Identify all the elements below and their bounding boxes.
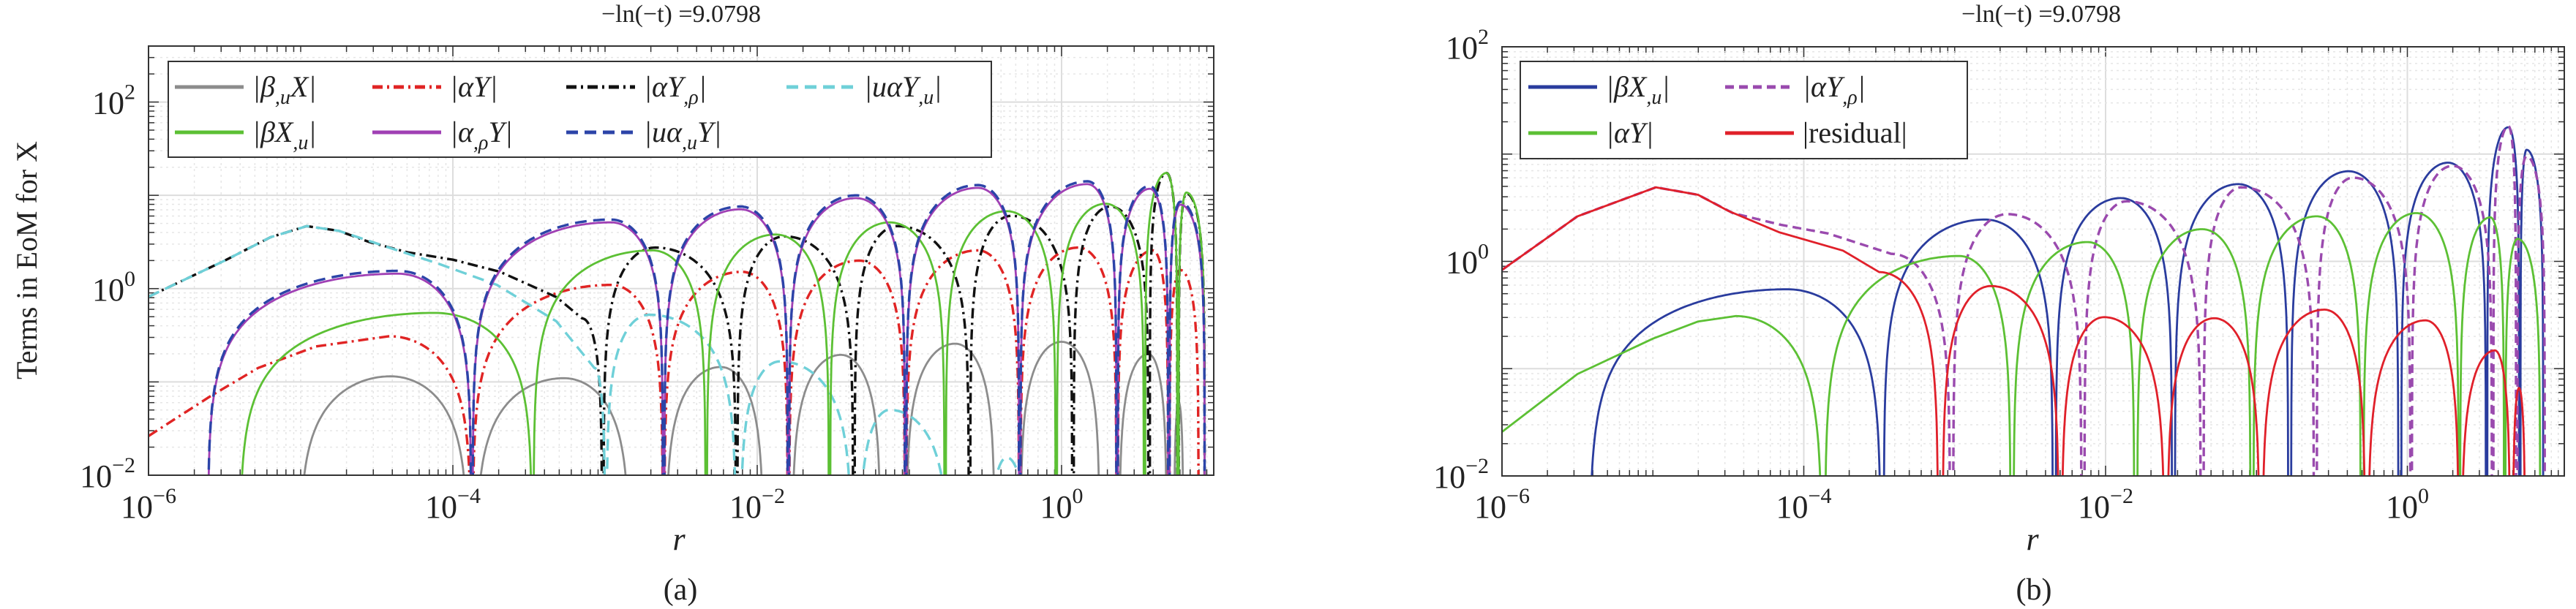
x-tick-label: 10−6	[121, 484, 176, 525]
series-line-alpha-Y	[149, 246, 1200, 475]
legend: |β,uX| |αY| |αY,ρ| |uαY,u| |βX,u| |α,ρY| |uα,u…	[168, 61, 992, 158]
legend-label: |β,uX|	[252, 70, 316, 109]
x-tick-label: 10−4	[1776, 484, 1832, 525]
y-tick-label: 100	[92, 267, 135, 308]
panel-a-x-axis-label: r	[672, 521, 686, 557]
x-tick-label: 10−2	[2078, 484, 2133, 525]
legend-label: |αY,ρ|	[644, 70, 707, 109]
panel-b-x-axis-label: r	[2026, 521, 2039, 557]
legend-item-alpha-Y-rho: |αY,ρ|	[566, 70, 707, 109]
legend-label: |uα,uY|	[644, 116, 721, 154]
y-tick-label: 102	[1446, 25, 1489, 66]
series-line-alpha-Y-rho	[1502, 124, 2546, 476]
legend-item-alpha-Y-rho: |αY,ρ|	[1725, 70, 1866, 109]
legend-item-u-alpha-u-Y: |uα,uY|	[566, 116, 721, 154]
legend-item-residual: |residual|	[1725, 116, 1907, 149]
axes-box	[148, 45, 1214, 476]
series-line-alpha-Y	[1502, 212, 2542, 476]
x-tick-label: 100	[2386, 484, 2429, 525]
series-layer	[149, 171, 1206, 475]
panel-b-title: −ln(−t) =9.0798	[1961, 1, 2121, 28]
series-line-alpha-Y-rho	[149, 171, 1206, 475]
y-tick-label: 10−2	[1433, 454, 1489, 495]
y-tick-label: 100	[1446, 240, 1489, 281]
legend-item-alpha-Y: |αY|	[1528, 116, 1653, 149]
series-line-alpha-rho-Y	[207, 183, 1206, 475]
legend-label: |αY,ρ|	[1803, 70, 1866, 109]
panel-b: −ln(−t) =9.0798 r (b) 10−6 10−4 10−2 100 10−…	[1433, 1, 2565, 607]
x-tick-label: 10−6	[1474, 484, 1530, 525]
legend-label: |βX,u|	[252, 116, 316, 154]
legend-label: |uαY,u|	[864, 70, 942, 109]
x-tick-label: 10−4	[425, 484, 481, 525]
legend-box	[1520, 61, 1968, 159]
legend-label: |βX,u|	[1606, 70, 1670, 109]
y-tick-label: 102	[92, 80, 135, 121]
panel-a: −ln(−t) =9.0798 Terms in EoM for X r (a)…	[10, 1, 1214, 607]
legend-box	[168, 61, 992, 158]
legend-item-alpha-Y: |αY|	[372, 70, 497, 103]
series-layer	[1502, 124, 2546, 476]
legend-item-beta-X-u: |βX,u|	[175, 116, 316, 154]
x-tick-label: 100	[1040, 484, 1084, 525]
x-tick-label: 10−2	[729, 484, 785, 525]
legend-label: |αY|	[450, 70, 497, 103]
panel-a-title: −ln(−t) =9.0798	[601, 1, 761, 28]
legend: |βX,u| |αY,ρ| |αY| |residual|	[1520, 61, 1968, 159]
legend-item-alpha-rho-Y: |α,ρY|	[372, 116, 513, 154]
panel-b-caption: (b)	[2016, 573, 2052, 607]
legend-item-beta-u-X: |β,uX|	[175, 70, 316, 109]
legend-label: |αY|	[1606, 116, 1653, 149]
axes-box	[1501, 46, 2565, 477]
series-line-u-alpha-Y-u	[149, 224, 1020, 475]
series-line-u-alpha-u-Y	[207, 180, 1206, 475]
panel-a-y-axis-label: Terms in EoM for X	[10, 141, 43, 379]
legend-item-u-alpha-Y-u: |uαY,u|	[786, 70, 942, 109]
legend-label: |α,ρY|	[450, 116, 513, 154]
legend-label: |residual|	[1803, 116, 1907, 149]
legend-item-beta-X-u: |βX,u|	[1528, 70, 1670, 109]
panel-a-caption: (a)	[664, 573, 698, 607]
y-tick-label: 10−2	[80, 453, 135, 494]
series-line-residual	[1502, 186, 2526, 476]
